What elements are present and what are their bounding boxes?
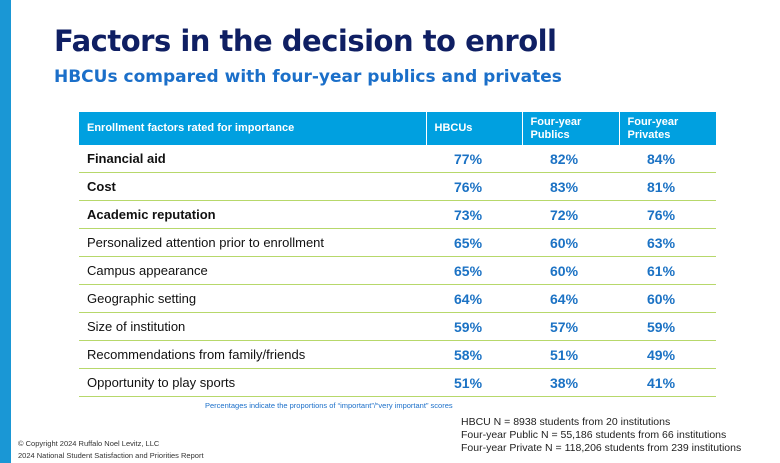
- row-publics-value: 51%: [522, 340, 619, 369]
- row-factor: Opportunity to play sports: [79, 368, 426, 397]
- row-hbcu-value: 77%: [426, 145, 522, 173]
- row-hbcu-value: 65%: [426, 256, 522, 285]
- row-factor: Academic reputation: [79, 200, 426, 229]
- row-publics-value: 83%: [522, 172, 619, 201]
- table-row: Personalized attention prior to enrollme…: [79, 228, 716, 257]
- footnote: Percentages indicate the proportions of …: [205, 401, 453, 410]
- row-factor: Geographic setting: [79, 284, 426, 313]
- row-publics-value: 60%: [522, 256, 619, 285]
- table-header-row: Enrollment factors rated for importance …: [79, 112, 716, 145]
- row-factor: Campus appearance: [79, 256, 426, 285]
- table-body: Financial aid 77% 82% 84% Cost 76% 83% 81% Acade…: [79, 145, 716, 397]
- row-factor: Cost: [79, 172, 426, 201]
- header-privates: Four-year Privates: [619, 112, 716, 145]
- row-publics-value: 57%: [522, 312, 619, 341]
- header-hbcus: HBCUs: [426, 112, 523, 145]
- header-publics: Four-year Publics: [522, 112, 620, 145]
- row-hbcu-value: 64%: [426, 284, 522, 313]
- sample-sizes: HBCU N = 8938 students from 20 instituti…: [461, 416, 741, 455]
- table-row: Cost 76% 83% 81%: [79, 172, 716, 201]
- row-hbcu-value: 51%: [426, 368, 522, 397]
- row-privates-value: 59%: [619, 312, 716, 341]
- sample-size-hbcu: HBCU N = 8938 students from 20 instituti…: [461, 416, 671, 428]
- row-publics-value: 60%: [522, 228, 619, 257]
- enrollment-factors-table: Enrollment factors rated for importance …: [79, 112, 716, 397]
- row-privates-value: 61%: [619, 256, 716, 285]
- row-hbcu-value: 73%: [426, 200, 522, 229]
- row-publics-value: 64%: [522, 284, 619, 313]
- header-factor: Enrollment factors rated for importance: [79, 112, 427, 145]
- row-publics-value: 82%: [522, 145, 619, 173]
- row-publics-value: 38%: [522, 368, 619, 397]
- table-row: Size of institution 59% 57% 59%: [79, 312, 716, 341]
- row-privates-value: 49%: [619, 340, 716, 369]
- row-hbcu-value: 59%: [426, 312, 522, 341]
- row-factor: Size of institution: [79, 312, 426, 341]
- row-privates-value: 84%: [619, 145, 716, 173]
- copyright-block: © Copyright 2024 Ruffalo Noel Levitz, LL…: [18, 438, 204, 462]
- row-privates-value: 41%: [619, 368, 716, 397]
- page-title: Factors in the decision to enroll: [54, 24, 557, 58]
- table-row: Campus appearance 65% 60% 61%: [79, 256, 716, 285]
- sample-size-privates: Four-year Private N = 118,206 students f…: [461, 442, 742, 454]
- row-privates-value: 81%: [619, 172, 716, 201]
- table-row: Academic reputation 73% 72% 76%: [79, 200, 716, 229]
- row-privates-value: 63%: [619, 228, 716, 257]
- row-hbcu-value: 76%: [426, 172, 522, 201]
- row-factor: Financial aid: [79, 145, 426, 173]
- row-privates-value: 76%: [619, 200, 716, 229]
- table-row: Recommendations from family/friends 58% 51…: [79, 340, 716, 369]
- copyright-text: © Copyright 2024 Ruffalo Noel Levitz, LL…: [18, 439, 160, 448]
- table-row: Opportunity to play sports 51% 38% 41%: [79, 368, 716, 397]
- accent-bar: [0, 0, 11, 463]
- report-name: 2024 National Student Satisfaction and P…: [18, 451, 204, 460]
- row-privates-value: 60%: [619, 284, 716, 313]
- sample-size-publics: Four-year Public N = 55,186 students fro…: [461, 429, 727, 441]
- row-publics-value: 72%: [522, 200, 619, 229]
- table-row: Financial aid 77% 82% 84%: [79, 145, 716, 173]
- row-factor: Recommendations from family/friends: [79, 340, 426, 369]
- row-factor: Personalized attention prior to enrollme…: [79, 228, 426, 257]
- row-hbcu-value: 58%: [426, 340, 522, 369]
- page-subtitle: HBCUs compared with four-year publics an…: [54, 67, 562, 87]
- table-row: Geographic setting 64% 64% 60%: [79, 284, 716, 313]
- row-hbcu-value: 65%: [426, 228, 522, 257]
